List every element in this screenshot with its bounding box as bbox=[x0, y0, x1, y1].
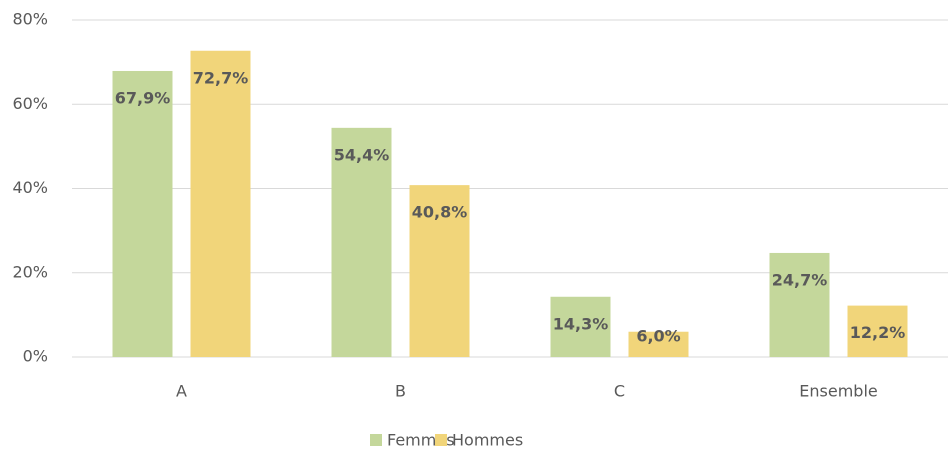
y-tick-label: 0% bbox=[23, 347, 48, 366]
bar bbox=[112, 70, 173, 357]
y-tick-label: 40% bbox=[12, 178, 48, 197]
y-tick-label: 60% bbox=[12, 94, 48, 113]
data-label: 54,4% bbox=[334, 145, 390, 164]
x-tick-label: B bbox=[395, 382, 406, 401]
data-label: 72,7% bbox=[193, 68, 249, 87]
bar bbox=[847, 305, 908, 357]
data-label: 67,9% bbox=[115, 88, 171, 107]
x-tick-label: A bbox=[176, 382, 187, 401]
data-label: 6,0% bbox=[636, 327, 680, 346]
bar bbox=[409, 185, 470, 357]
legend-swatch bbox=[370, 434, 382, 446]
x-tick-label: C bbox=[614, 382, 625, 401]
y-tick-label: 80% bbox=[12, 10, 48, 29]
data-label: 40,8% bbox=[412, 203, 468, 222]
bar bbox=[628, 331, 689, 357]
x-tick-label: Ensemble bbox=[799, 382, 877, 401]
bar bbox=[190, 50, 251, 357]
bar bbox=[769, 252, 830, 357]
data-label: 14,3% bbox=[553, 314, 609, 333]
bar bbox=[331, 127, 392, 357]
bar bbox=[550, 296, 611, 357]
data-label: 12,2% bbox=[850, 323, 906, 342]
y-tick-label: 20% bbox=[12, 262, 48, 281]
legend-swatch bbox=[435, 434, 447, 446]
legend-label: Hommes bbox=[452, 431, 523, 450]
data-label: 24,7% bbox=[772, 270, 828, 289]
